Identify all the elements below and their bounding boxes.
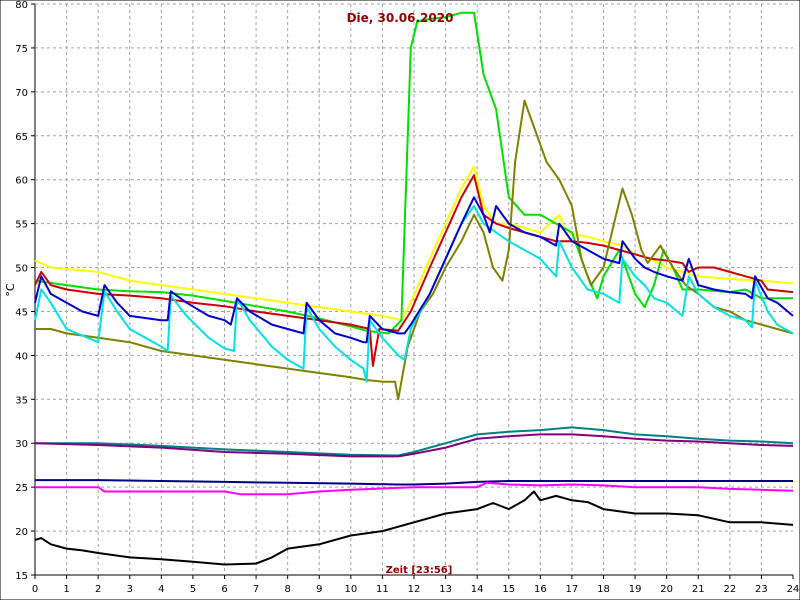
x-tick-label: 5 [190,584,196,595]
x-tick-label: 8 [284,584,290,595]
series-line-5 [34,205,794,383]
x-tick-label: 2 [95,584,101,595]
series-line-4 [35,99,794,401]
series-line-11 [34,490,794,566]
x-tick-label: 12 [408,584,421,595]
y-tick-label: 30 [15,439,28,450]
x-tick-label: 19 [629,584,642,595]
y-tick-label: 35 [15,395,28,406]
series-line-1 [34,165,794,322]
chart-title: Die, 30.06.2020 [347,11,454,25]
series-line-6 [34,196,794,344]
x-tick-label: 16 [534,584,547,595]
y-tick-label: 15 [15,571,28,582]
y-tick-label: 55 [15,220,28,231]
x-tick-label: 11 [376,584,389,595]
x-tick-label: 13 [439,584,452,595]
x-tick-label: 9 [316,584,322,595]
x-tick-label: 18 [597,584,610,595]
x-tick-label: 15 [502,584,515,595]
y-tick-label: 75 [15,44,28,55]
x-tick-label: 3 [127,584,133,595]
y-tick-label: 20 [15,527,28,538]
x-tick-label: 0 [32,584,38,595]
x-tick-label: 7 [253,584,259,595]
x-tick-label: 17 [566,584,579,595]
x-tick-label: 20 [660,584,673,595]
x-tick-label: 4 [158,584,164,595]
x-tick-label: 1 [63,584,69,595]
x-tick-label: 21 [692,584,705,595]
y-tick-label: 45 [15,307,28,318]
y-tick-label: 60 [15,176,28,187]
grid [34,3,793,576]
series-line-8 [34,433,794,458]
x-tick-label: 22 [723,584,736,595]
y-tick-label: 50 [15,264,28,275]
x-tick-label: 10 [344,584,357,595]
y-tick-label: 70 [15,88,28,99]
series-group [34,11,794,566]
series-line-10 [35,481,794,496]
x-tick-label: 23 [755,584,768,595]
series-line-7 [35,426,794,457]
y-tick-label: 25 [15,483,28,494]
y-axis-label: °C [4,283,17,297]
series-line-9 [35,479,793,486]
y-tick-label: 80 [15,0,28,11]
y-tick-label: 65 [15,132,28,143]
x-tick-label: 14 [471,584,484,595]
x-axis-ticks: 0 1 2 3 4 5 6 7 8 9 10 11 12 13 14 15 16 17 18 19 20 21 22 23 24 [32,575,800,595]
y-tick-label: 40 [15,351,28,362]
y-axis-ticks: 15 20 25 30 35 40 45 50 55 60 65 70 75 80 [15,0,35,582]
x-tick-label: 6 [221,584,227,595]
series-line-3 [34,174,794,367]
x-axis-label: Zeit [23:56] [386,565,453,576]
x-tick-label: 24 [787,584,800,595]
